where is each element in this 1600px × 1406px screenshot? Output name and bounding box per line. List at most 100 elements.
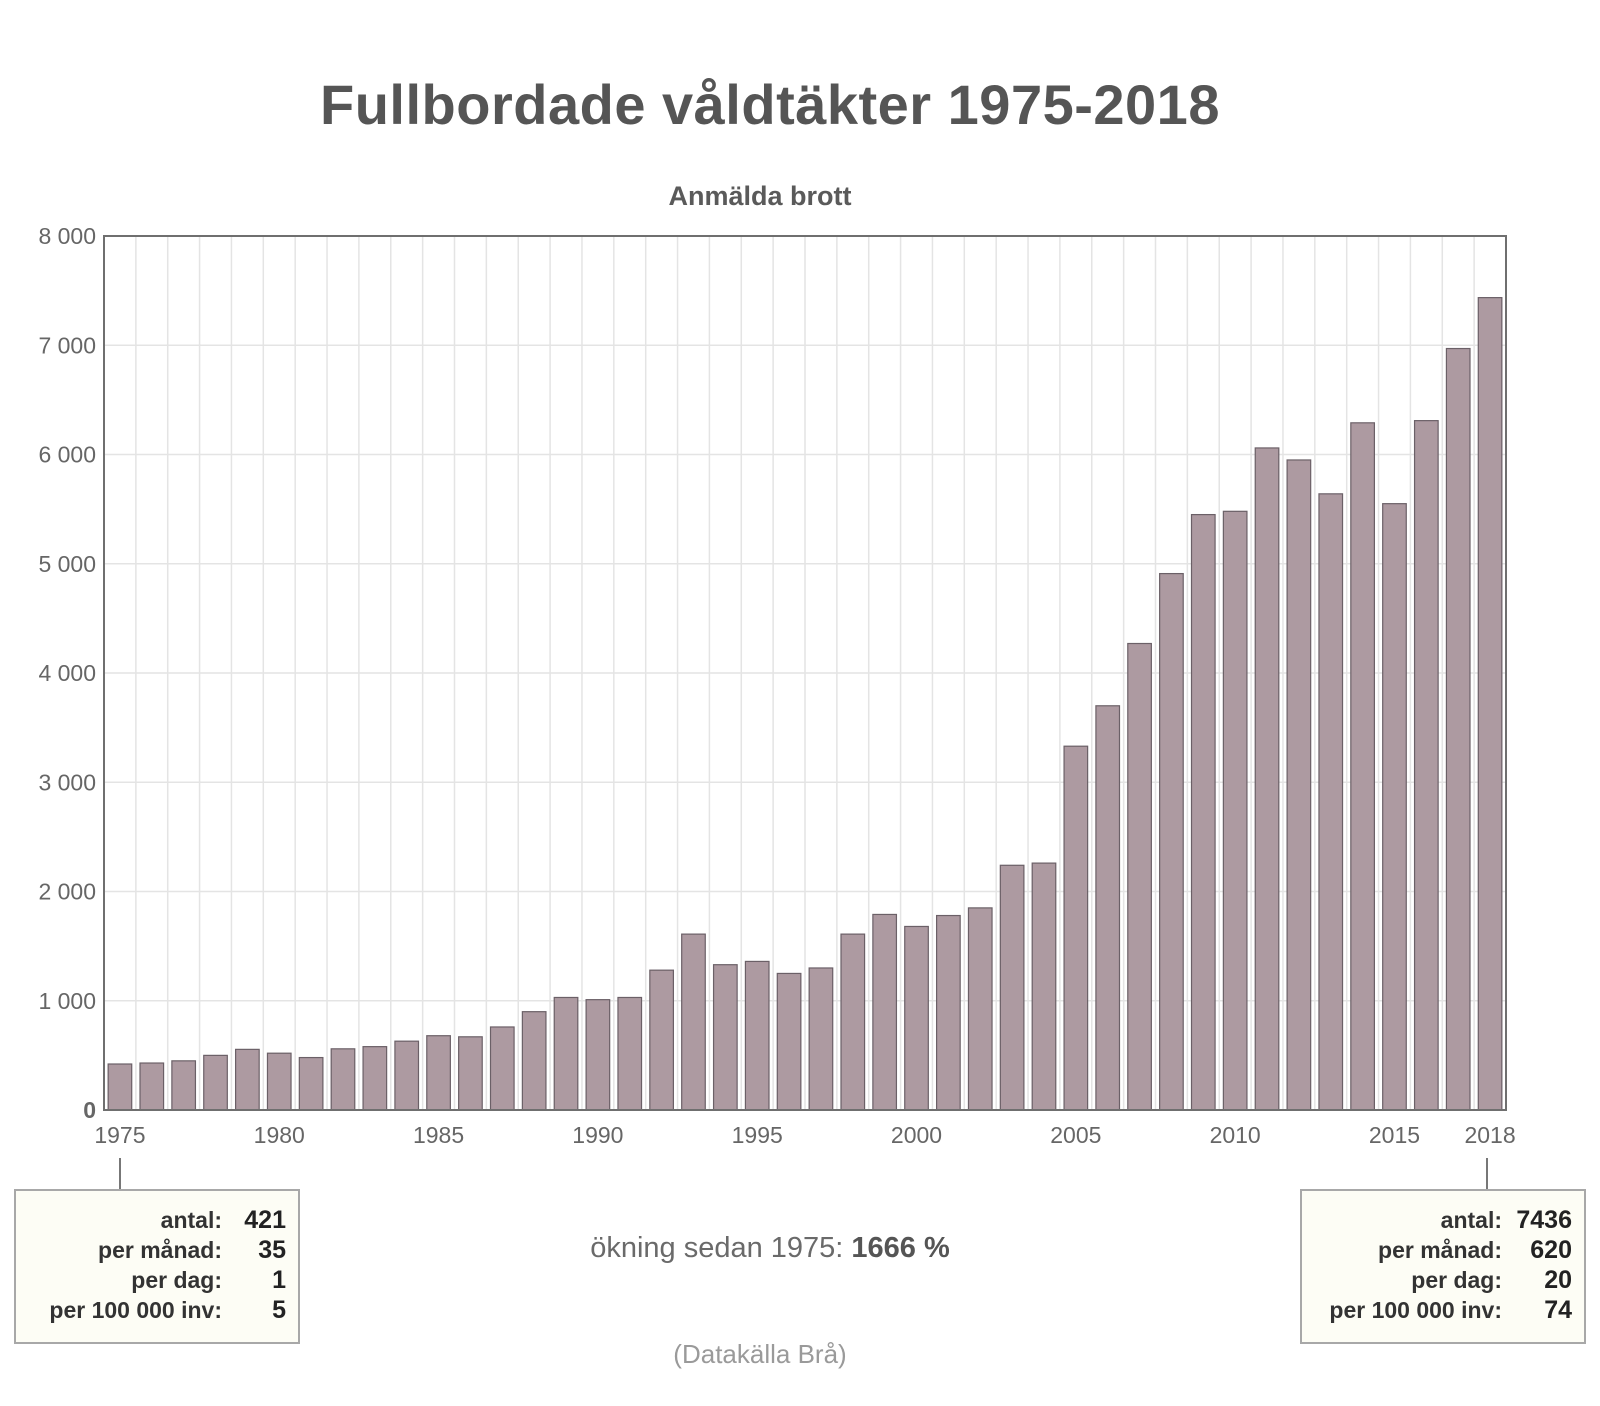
chart-title: Fullbordade våldtäkter 1975-2018 (320, 73, 1220, 136)
info-row: per 100 000 inv: 5 (24, 1295, 286, 1325)
bar (203, 1054, 228, 1111)
bar (1477, 297, 1503, 1111)
x-tick-label: 1995 (732, 1122, 783, 1148)
bar (967, 907, 993, 1111)
y-tick-label: 4 000 (38, 660, 96, 686)
bar (935, 914, 961, 1111)
bar (776, 972, 802, 1111)
x-tick-label: 2005 (1050, 1122, 1101, 1148)
bar (681, 933, 706, 1111)
axes (103, 235, 1507, 1111)
bar (840, 933, 866, 1111)
info-row: antal: 421 (24, 1205, 286, 1235)
bar (1350, 422, 1376, 1111)
x-tick-label: 2018 (1464, 1122, 1515, 1148)
info-label: per månad: (1378, 1236, 1502, 1263)
info-label: per dag: (131, 1266, 222, 1293)
x-tick-label: 2010 (1210, 1122, 1261, 1148)
x-tick-label: 2000 (891, 1122, 942, 1148)
info-value: 421 (244, 1205, 286, 1234)
bar (1318, 493, 1344, 1111)
info-value: 5 (272, 1295, 286, 1324)
chart-subtitle: Anmälda brott (668, 181, 852, 211)
bar (1413, 420, 1439, 1111)
bar (266, 1052, 292, 1111)
bar (872, 913, 898, 1111)
bar (458, 1036, 483, 1111)
info-row: per månad: 35 (24, 1235, 286, 1265)
info-row: antal: 7436 (1310, 1205, 1572, 1235)
y-tick-label: 3 000 (38, 769, 96, 795)
bar (1190, 513, 1216, 1111)
info-label: per dag: (1411, 1266, 1502, 1293)
bar (362, 1046, 388, 1111)
bar (712, 964, 738, 1111)
bar (394, 1040, 420, 1111)
plot-frame (103, 235, 1507, 1111)
bar (234, 1048, 260, 1111)
x-tick-label: 1980 (254, 1122, 305, 1148)
bar (521, 1011, 547, 1111)
bar (1063, 745, 1089, 1111)
bar (904, 925, 929, 1111)
increase-label: ökning sedan 1975: (590, 1232, 852, 1264)
info-label: per 100 000 inv: (49, 1296, 222, 1323)
x-tick-label: 2015 (1369, 1122, 1420, 1148)
bar (1445, 347, 1471, 1111)
bar (330, 1048, 356, 1111)
bar (553, 996, 579, 1111)
y-tick-label: 1 000 (38, 988, 96, 1014)
bar (426, 1035, 451, 1111)
info-value: 7436 (1516, 1205, 1572, 1234)
info-value: 35 (258, 1235, 286, 1264)
info-label: antal: (1440, 1206, 1502, 1233)
connector-right (1486, 1158, 1488, 1190)
info-row: per 100 000 inv: 74 (1310, 1295, 1572, 1325)
info-label: antal: (160, 1206, 222, 1233)
bar (171, 1060, 197, 1111)
y-tick-label: 5 000 (38, 551, 96, 577)
bar-chart: 0 1 000 2 000 3 000 4 000 5 000 6 000 7 000 8 00… (38, 223, 1515, 1148)
info-row: per månad: 620 (1310, 1235, 1572, 1265)
info-value: 620 (1530, 1235, 1572, 1264)
increase-text: ökning sedan 1975: 1666 % (0, 1232, 1540, 1265)
info-box-2018: antal: 7436 per månad: 620 per dag: 20 p… (1300, 1189, 1586, 1344)
bar (744, 960, 770, 1111)
bar (298, 1056, 324, 1111)
x-tick-label: 1975 (94, 1122, 145, 1148)
bar (999, 864, 1025, 1111)
bar (585, 999, 611, 1111)
bar (1127, 642, 1152, 1111)
info-value: 1 (272, 1265, 286, 1294)
y-tick-label: 8 000 (38, 223, 96, 249)
info-label: per 100 000 inv: (1329, 1296, 1502, 1323)
bar (808, 967, 834, 1111)
x-axis-ticks: 1975 1980 1985 1990 1995 2000 2005 2010 2015 2018 (94, 1122, 1515, 1148)
bar (1095, 705, 1121, 1111)
bar (1159, 572, 1184, 1111)
x-tick-label: 1990 (572, 1122, 623, 1148)
info-box-1975: antal: 421 per månad: 35 per dag: 1 per … (14, 1189, 300, 1344)
bar (1286, 459, 1312, 1111)
info-label: per månad: (98, 1236, 222, 1263)
y-axis-ticks: 0 1 000 2 000 3 000 4 000 5 000 6 000 7 000 8 00… (38, 223, 96, 1123)
y-tick-label: 6 000 (38, 442, 96, 468)
info-value: 74 (1544, 1295, 1572, 1324)
bar (139, 1062, 165, 1111)
bar (617, 996, 643, 1111)
info-value: 20 (1544, 1265, 1572, 1294)
x-tick-label: 1985 (413, 1122, 464, 1148)
data-source: (Datakälla Brå) (673, 1339, 847, 1369)
bar (107, 1063, 133, 1111)
y-tick-label: 7 000 (38, 332, 96, 358)
info-row: per dag: 20 (1310, 1265, 1572, 1295)
info-row: per dag: 1 (24, 1265, 286, 1295)
bar (1222, 510, 1248, 1111)
bar (1382, 503, 1407, 1111)
y-tick-label: 2 000 (38, 879, 96, 905)
connector-left (119, 1158, 121, 1190)
increase-value: 1666 % (851, 1232, 950, 1264)
bar (489, 1026, 515, 1111)
y-tick-label: 0 (83, 1097, 96, 1123)
bar (1254, 447, 1280, 1111)
